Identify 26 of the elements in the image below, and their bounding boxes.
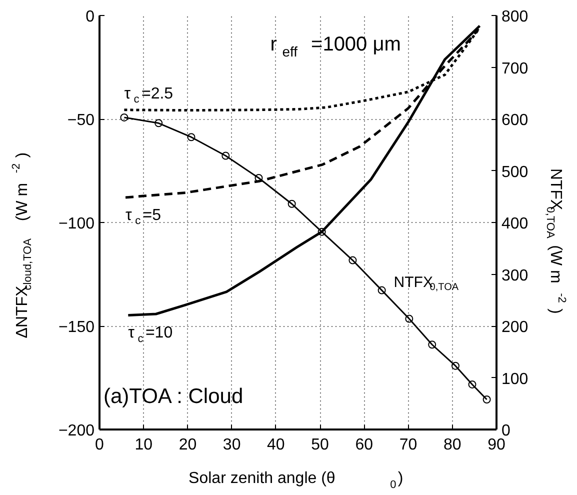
y2-tick-label: 100 — [502, 370, 528, 388]
y2-tick-label: 500 — [502, 164, 528, 181]
x-tick-label: 20 — [178, 436, 197, 454]
y2-tick-label: 0 — [502, 422, 510, 440]
x-tick-label: 90 — [488, 436, 506, 454]
y2-tick-label: 300 — [502, 267, 528, 284]
y2-tick-label: 200 — [502, 319, 528, 336]
annotation: (a)TOA : Cloud — [103, 384, 244, 408]
y-tick-label: −200 — [58, 422, 95, 440]
y2-tick-label: 800 — [502, 8, 528, 26]
y-tick-label: −100 — [58, 216, 95, 232]
y2-tick-label: 600 — [502, 112, 528, 129]
y-tick-label: −50 — [67, 112, 95, 129]
y2-tick-label: 400 — [502, 216, 528, 232]
x-tick-label: 70 — [399, 436, 418, 454]
y-tick-label: 0 — [86, 8, 95, 26]
y-tick-label: −150 — [58, 319, 95, 336]
text: ΔNTFXcloud,TOA (W m-2) — [10, 152, 34, 338]
x-tick-label: 30 — [222, 436, 241, 454]
x-tick-label: 50 — [311, 436, 330, 454]
x-tick-label: 10 — [134, 436, 153, 454]
x-tick-label: 60 — [355, 436, 374, 454]
x-tick-label: 80 — [443, 436, 462, 454]
x-tick-label: 40 — [267, 436, 285, 454]
y2-tick-label: 700 — [502, 60, 528, 78]
y2-axis-title: NTFX0,TOA (W m-2) — [544, 168, 568, 314]
